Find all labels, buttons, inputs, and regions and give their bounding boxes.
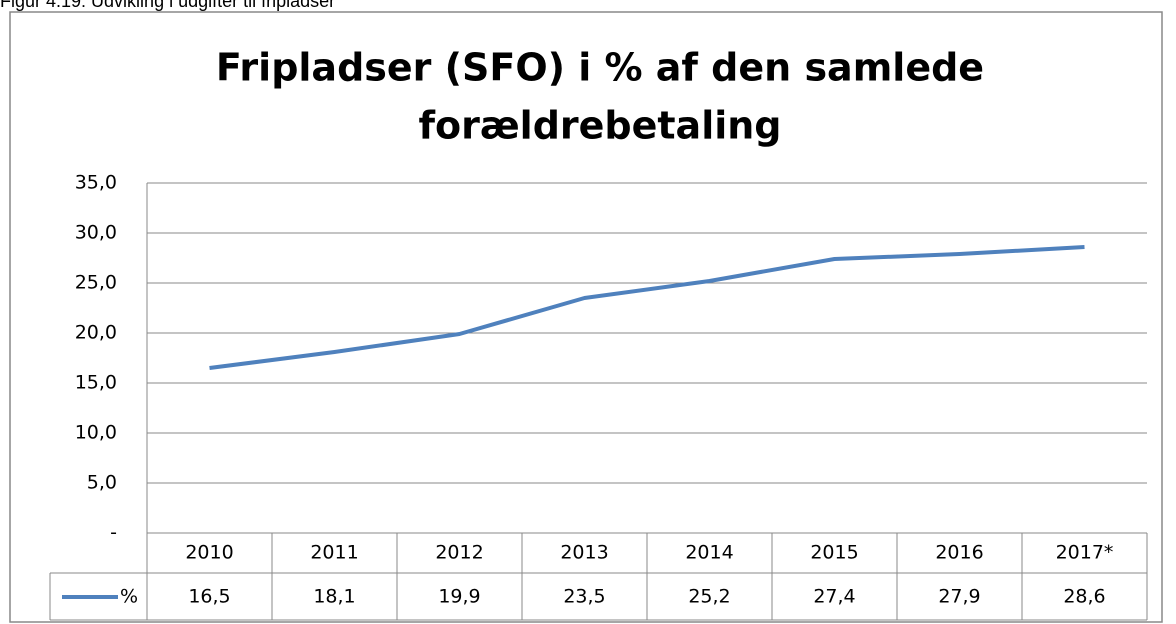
x-tick-label: 2010 [185,542,233,564]
data-table-value: 19,9 [438,586,480,608]
x-tick-label: 2014 [685,542,733,564]
data-table-value: 18,1 [313,586,355,608]
y-tick-label: 20,0 [75,322,117,344]
y-tick-label: 35,0 [75,172,117,194]
x-tick-label: 2015 [810,542,858,564]
data-table-value: 28,6 [1063,586,1105,608]
y-tick-label: - [110,522,117,544]
y-tick-label: 10,0 [75,422,117,444]
data-table-value: 27,9 [938,586,980,608]
y-tick-label: 30,0 [75,222,117,244]
data-table-value: 25,2 [688,586,730,608]
y-tick-label: 5,0 [87,472,117,494]
x-tick-label: 2016 [935,542,983,564]
line-series [209,245,1085,370]
x-tick-label: 2011 [310,542,358,564]
y-tick-label: 15,0 [75,372,117,394]
x-tick-label: 2013 [560,542,608,564]
y-tick-label: 25,0 [75,272,117,294]
data-table-value: 16,5 [188,586,230,608]
chart-title: Fripladser (SFO) i % af den samlede [216,46,984,90]
data-table-value: 23,5 [563,586,605,608]
x-tick-label: 2017* [1056,542,1114,564]
caption: Figur 4.19: Udvikling i udgifter til fri… [0,0,335,11]
data-table-value: 27,4 [813,586,855,608]
chart-frame [9,11,1163,623]
x-tick-label: 2012 [435,542,483,564]
chart-title: forældrebetaling [418,104,781,148]
legend-label: % [120,586,138,608]
